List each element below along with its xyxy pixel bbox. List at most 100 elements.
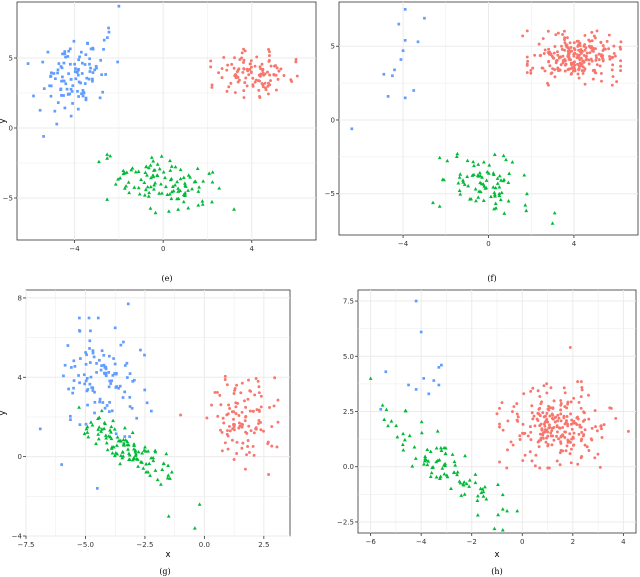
data-point-green [129, 167, 134, 172]
data-point-green [99, 429, 104, 433]
data-point-red [597, 52, 601, 56]
data-point-blue [69, 87, 73, 91]
data-point-green [124, 170, 129, 174]
data-point-green [132, 455, 136, 460]
data-point-red [220, 430, 224, 434]
data-point-green [160, 467, 165, 471]
data-point-red [549, 434, 553, 438]
data-point-red [530, 459, 534, 463]
data-point-red [590, 426, 594, 430]
y-tick-label: −2.5 [337, 518, 354, 526]
data-point-red [518, 438, 522, 441]
data-point-blue [112, 357, 115, 360]
data-point-red [559, 55, 563, 59]
x-tick-label: 4 [250, 245, 255, 253]
data-point-blue [81, 89, 85, 92]
data-point-red [226, 412, 230, 416]
data-point-blue [52, 72, 56, 75]
data-point-green [401, 448, 406, 452]
data-point-blue [77, 80, 81, 84]
data-point-green [498, 197, 503, 202]
data-point-red [529, 389, 533, 393]
data-point-red [230, 438, 234, 442]
data-point-red [608, 406, 612, 410]
data-point-blue [79, 357, 82, 360]
data-point-blue [70, 90, 74, 93]
data-point-green [151, 174, 156, 179]
data-point-red [260, 82, 264, 85]
data-point-red [568, 345, 572, 349]
data-point-red [552, 56, 555, 60]
data-point-blue [86, 403, 89, 407]
data-point-blue [69, 62, 72, 66]
data-point-red [511, 410, 514, 414]
data-point-green [484, 178, 489, 182]
data-point-red [269, 64, 273, 68]
data-point-blue [56, 68, 60, 72]
data-point-blue [76, 107, 80, 111]
data-point-blue [80, 92, 83, 96]
data-point-green [111, 445, 116, 449]
y-tick-label: 0.0 [343, 463, 354, 471]
data-point-red [572, 431, 576, 435]
data-point-blue [78, 423, 82, 427]
data-point-red [563, 391, 567, 395]
data-point-red [233, 91, 237, 94]
data-point-green [507, 171, 512, 175]
data-point-red [247, 73, 251, 77]
data-point-red [569, 58, 573, 62]
data-point-green [163, 184, 168, 189]
data-point-green [164, 451, 169, 456]
data-point-green [491, 171, 496, 175]
data-point-green [496, 482, 500, 487]
data-point-green [168, 168, 173, 172]
data-point-red [266, 92, 270, 96]
data-point-red [243, 399, 246, 403]
data-point-blue [114, 372, 118, 376]
data-point-blue [419, 330, 423, 334]
data-point-blue [62, 61, 66, 65]
data-point-red [595, 429, 599, 433]
data-point-red [615, 80, 619, 84]
points-g [38, 302, 280, 530]
data-point-blue [126, 302, 130, 306]
data-point-blue [123, 435, 127, 438]
x-tick-label: −4 [69, 245, 80, 253]
data-point-red [257, 408, 261, 412]
data-point-red [220, 67, 224, 70]
data-point-green [94, 441, 98, 446]
data-point-red [267, 48, 270, 51]
data-point-green [146, 194, 151, 198]
data-point-green [480, 175, 484, 179]
data-point-green [133, 169, 138, 174]
data-point-green [103, 433, 108, 437]
data-point-red [610, 68, 614, 72]
data-point-blue [403, 96, 407, 100]
data-point-green [489, 194, 493, 199]
data-point-red [572, 396, 576, 400]
data-point-green [465, 158, 470, 163]
data-point-green [77, 405, 81, 409]
data-point-green [499, 178, 503, 182]
data-point-blue [107, 26, 110, 30]
data-point-green [99, 408, 104, 413]
data-point-blue [403, 38, 407, 42]
data-point-green [89, 420, 93, 424]
data-point-green [402, 437, 407, 442]
data-point-red [568, 50, 572, 54]
data-point-red [544, 419, 548, 423]
data-point-red [569, 461, 573, 465]
data-point-blue [132, 378, 136, 382]
data-point-red [599, 424, 603, 428]
data-point-red [581, 434, 585, 438]
data-point-red [257, 422, 260, 425]
data-point-red [239, 391, 243, 395]
data-point-red [237, 78, 241, 82]
y-tick-label: 5.0 [343, 353, 354, 361]
data-point-red [531, 417, 535, 421]
data-point-blue [423, 16, 426, 20]
data-point-red [595, 56, 598, 60]
data-point-red [563, 41, 567, 45]
data-point-green [429, 470, 434, 475]
data-point-red [583, 43, 587, 47]
